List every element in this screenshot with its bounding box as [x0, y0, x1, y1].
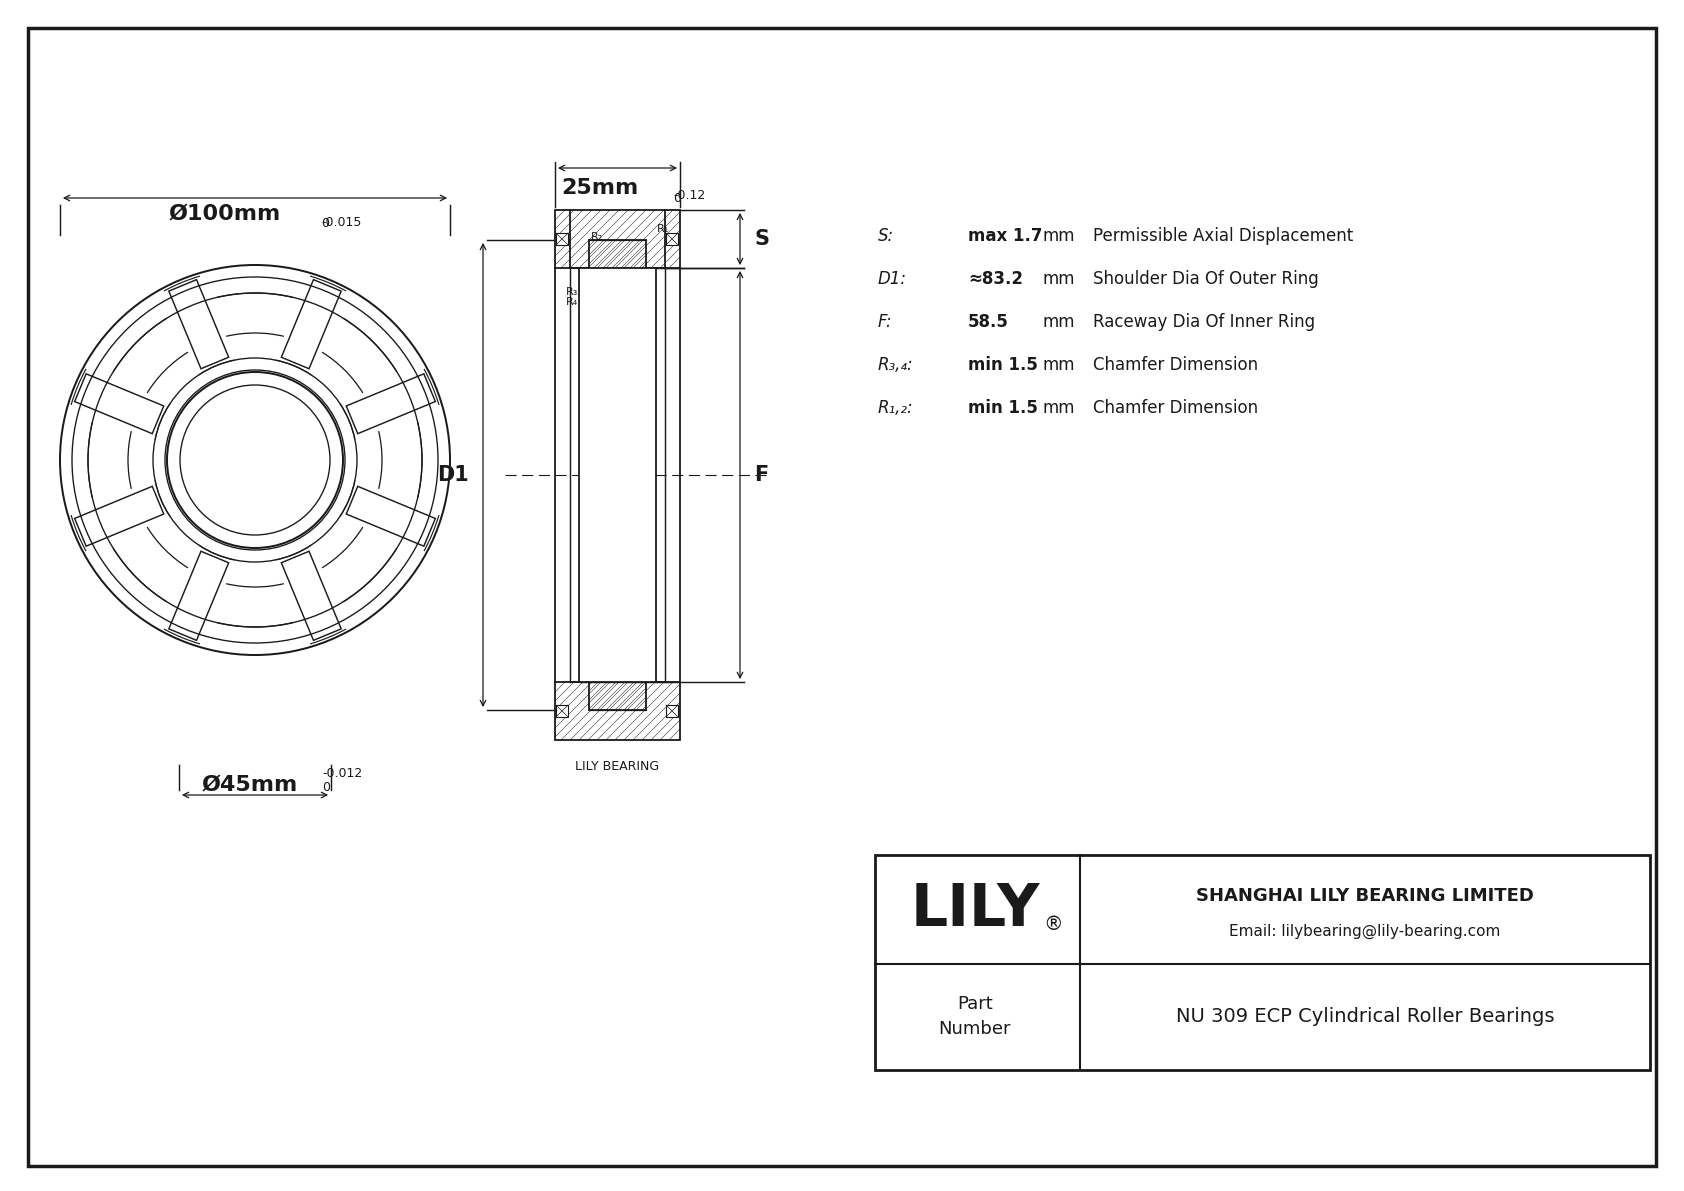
Text: SHANGHAI LILY BEARING LIMITED: SHANGHAI LILY BEARING LIMITED [1196, 887, 1534, 905]
Text: min 1.5: min 1.5 [968, 399, 1037, 417]
Text: mm: mm [1042, 313, 1076, 331]
Text: S:: S: [877, 227, 894, 245]
Text: Chamfer Dimension: Chamfer Dimension [1093, 399, 1258, 417]
Text: S: S [754, 229, 770, 249]
Text: -0.015: -0.015 [322, 216, 362, 229]
Text: Shoulder Dia Of Outer Ring: Shoulder Dia Of Outer Ring [1093, 270, 1319, 288]
Text: Ø45mm: Ø45mm [202, 775, 298, 796]
Bar [665, 233, 679, 245]
Text: Raceway Dia Of Inner Ring: Raceway Dia Of Inner Ring [1093, 313, 1315, 331]
Text: ≈83.2: ≈83.2 [968, 270, 1022, 288]
Text: Chamfer Dimension: Chamfer Dimension [1093, 356, 1258, 374]
Text: 0: 0 [322, 781, 330, 794]
Text: R₂: R₂ [591, 232, 603, 242]
Text: Part
Number: Part Number [938, 996, 1012, 1039]
Bar [665, 705, 679, 717]
Text: F: F [754, 464, 768, 485]
Text: 58.5: 58.5 [968, 313, 1009, 331]
Text: 25mm: 25mm [561, 177, 638, 198]
Text: LILY BEARING: LILY BEARING [576, 760, 660, 773]
Text: ®: ® [1042, 915, 1063, 934]
Bar [556, 233, 568, 245]
Bar [876, 855, 1650, 1070]
Text: R₃,₄:: R₃,₄: [877, 356, 914, 374]
Text: Ø100mm: Ø100mm [168, 204, 281, 224]
Text: NU 309 ECP Cylindrical Roller Bearings: NU 309 ECP Cylindrical Roller Bearings [1175, 1008, 1554, 1027]
Text: max 1.7: max 1.7 [968, 227, 1042, 245]
Text: -0.012: -0.012 [322, 767, 362, 780]
Text: 0: 0 [674, 192, 682, 205]
Text: LILY: LILY [911, 881, 1039, 937]
Text: D1: D1 [438, 464, 470, 485]
Text: Permissible Axial Displacement: Permissible Axial Displacement [1093, 227, 1354, 245]
Bar [589, 241, 647, 292]
Bar [556, 705, 568, 717]
Text: Email: lilybearing@lily-bearing.com: Email: lilybearing@lily-bearing.com [1229, 923, 1500, 939]
Text: R₃: R₃ [566, 287, 578, 297]
Text: F:: F: [877, 313, 893, 331]
Text: R₁,₂:: R₁,₂: [877, 399, 914, 417]
Text: -0.12: -0.12 [674, 189, 706, 202]
Text: 0: 0 [322, 217, 328, 230]
Text: R₄: R₄ [566, 297, 578, 307]
Text: mm: mm [1042, 356, 1076, 374]
Text: mm: mm [1042, 399, 1076, 417]
Text: mm: mm [1042, 227, 1076, 245]
Text: min 1.5: min 1.5 [968, 356, 1037, 374]
Bar [589, 657, 647, 710]
Text: R₁: R₁ [657, 224, 669, 233]
Text: mm: mm [1042, 270, 1076, 288]
Bar [556, 210, 680, 268]
Text: D1:: D1: [877, 270, 908, 288]
Bar [556, 682, 680, 740]
Bar [579, 268, 657, 682]
